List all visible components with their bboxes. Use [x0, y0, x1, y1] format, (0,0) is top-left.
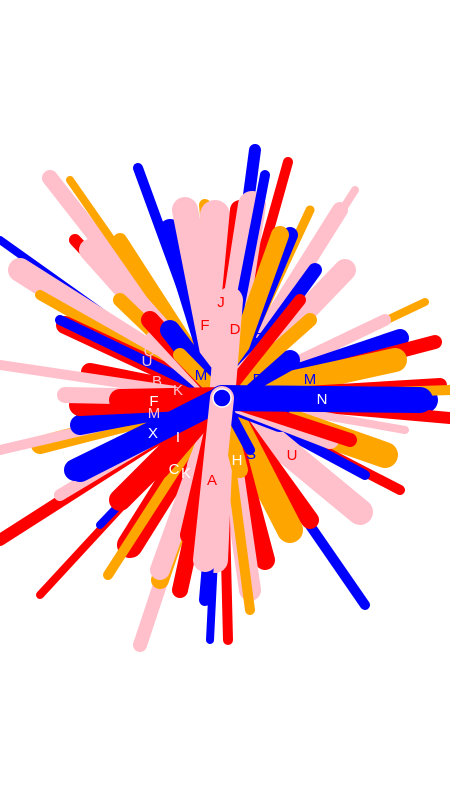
letter-tile[interactable]: I	[176, 429, 180, 446]
burst-hub[interactable]	[212, 388, 232, 408]
letter-tile[interactable]: M	[148, 405, 161, 422]
letter-tile[interactable]: C	[169, 461, 180, 478]
hub-layer	[212, 388, 232, 408]
letter-tile[interactable]: H	[232, 452, 243, 469]
letter-tile[interactable]: K	[173, 382, 183, 399]
letter-tile[interactable]: M	[304, 371, 317, 388]
letter-tile[interactable]: F	[149, 393, 158, 410]
letter-tile[interactable]: J	[217, 294, 225, 311]
letter-tile[interactable]: U	[142, 353, 153, 370]
letter-tile[interactable]: B	[152, 373, 162, 390]
ray-layer	[0, 144, 450, 652]
letter-tile[interactable]: X	[148, 425, 158, 442]
letter-tile[interactable]: R	[253, 371, 264, 388]
letter-tile[interactable]: F	[200, 317, 209, 334]
letter-tile[interactable]: D	[230, 321, 241, 338]
letter-tile[interactable]: C	[144, 343, 155, 360]
letter-tile[interactable]: U	[287, 447, 298, 464]
letter-tile[interactable]: A	[207, 472, 217, 489]
letter-tile[interactable]: N	[317, 391, 328, 408]
letter-tile[interactable]: S	[246, 446, 256, 463]
burst-stroke-blue[interactable]	[68, 386, 234, 482]
burst-stroke-pink[interactable]	[193, 386, 234, 572]
letter-tile[interactable]: F	[253, 330, 262, 347]
burst-stroke-pink[interactable]	[209, 287, 243, 411]
letter-tile[interactable]: K	[181, 465, 191, 482]
burst-stroke-blue[interactable]	[209, 385, 433, 413]
letter-tile[interactable]: M	[195, 367, 208, 384]
